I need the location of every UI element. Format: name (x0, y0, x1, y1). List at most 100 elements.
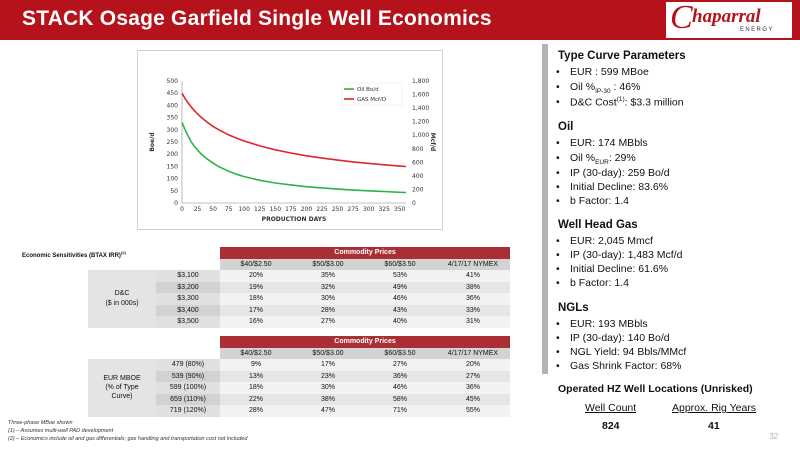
table-row-key: $3,200 (156, 281, 220, 293)
table-cell: 71% (364, 405, 436, 417)
y-right-tick-label: 1,000 (412, 132, 429, 139)
table-cell: 27% (292, 316, 364, 328)
oil-eur: EUR: 174 MBbls (556, 137, 648, 149)
oil-ip: IP (30-day): 259 Bo/d (556, 167, 670, 179)
col-header: 4/17/17 NYMEX (436, 347, 510, 359)
table-cell: 31% (436, 316, 510, 328)
table-cell: 30% (292, 293, 364, 305)
table-cell: 28% (220, 405, 292, 417)
tc-dc-cost: D&C Cost(1): $3.3 million (556, 96, 684, 109)
table-cell: 9% (220, 359, 292, 371)
x-tick-label: 275 (347, 206, 359, 213)
table-cell: 20% (220, 270, 292, 282)
table-cell: 28% (292, 304, 364, 316)
col-header: $40/$2.50 (220, 347, 292, 359)
y-left-tick-label: 450 (167, 90, 179, 97)
footnote-1: Three-phase MBoe shown (8, 420, 73, 426)
table-cell: 49% (364, 281, 436, 293)
col-header: $50/$3.00 (292, 347, 364, 359)
y-right-tick-label: 800 (412, 146, 424, 153)
rig-years-value: 41 (708, 420, 720, 432)
series-line-gas (181, 92, 407, 168)
gas-heading: Well Head Gas (558, 219, 638, 231)
table-row-key: 599 (100%) (156, 382, 220, 394)
table-cell: 27% (364, 359, 436, 371)
legend-box (341, 82, 403, 106)
tc-oil-pct: Oil %IP-30 : 46% (556, 81, 641, 95)
table-cell: 22% (220, 393, 292, 405)
table-cell: 41% (436, 270, 510, 282)
y-left-tick-label: 400 (167, 102, 179, 109)
x-tick-label: 200 (301, 206, 313, 213)
x-tick-label: 300 (363, 206, 375, 213)
logo-sub: ENERGY (740, 27, 774, 33)
y-right-tick-label: 400 (412, 173, 424, 180)
col-header: $50/$3.00 (292, 258, 364, 270)
table-cell: 58% (364, 393, 436, 405)
type-curve-heading: Type Curve Parameters (558, 50, 686, 62)
y-left-tick-label: 200 (167, 151, 179, 158)
y-left-tick-label: 500 (167, 78, 179, 85)
rig-years-header: Approx. Rig Years (672, 402, 757, 414)
page-title: STACK Osage Garfield Single Well Economi… (22, 7, 492, 30)
y-left-tick-label: 350 (167, 115, 179, 122)
x-tick-label: 125 (254, 206, 266, 213)
gas-decline: Initial Decline: 61.6% (556, 263, 668, 275)
eur-sensitivity-table: Commodity Prices $40/$2.50 $50/$3.00 $60… (88, 336, 510, 417)
y-left-tick-label: 50 (170, 188, 178, 195)
table-cell: 19% (220, 281, 292, 293)
y-left-axis-label: Boe/d (149, 132, 156, 151)
table-cell: 40% (364, 316, 436, 328)
table-row-key: $3,100 (156, 270, 220, 282)
ngl-ip: IP (30-day): 140 Bo/d (556, 332, 670, 344)
table-cell: 46% (364, 382, 436, 394)
table-row-key: $3,500 (156, 316, 220, 328)
gas-ip: IP (30-day): 1,483 Mcf/d (556, 249, 683, 261)
x-tick-label: 225 (316, 206, 328, 213)
footnote-2: (1) – Assumes multi-well PAD development (8, 428, 114, 434)
page-number: 32 (769, 432, 778, 441)
x-tick-label: 175 (285, 206, 297, 213)
x-tick-label: 0 (180, 206, 184, 213)
y-right-tick-label: 1,600 (412, 92, 429, 99)
gas-eur: EUR: 2,045 Mmcf (556, 235, 653, 247)
table-cell: 55% (436, 405, 510, 417)
y-right-tick-label: 600 (412, 159, 424, 166)
table-row-key: $3,400 (156, 304, 220, 316)
commodity-header: Commodity Prices (220, 247, 510, 259)
table-cell: 35% (292, 270, 364, 282)
table-cell: 23% (292, 370, 364, 382)
ngl-yield: NGL Yield: 94 Bbls/MMcf (556, 346, 686, 358)
x-tick-label: 350 (394, 206, 406, 213)
table-row-key: 539 (90%) (156, 370, 220, 382)
ngl-shrink: Gas Shrink Factor: 68% (556, 360, 682, 372)
table-cell: 36% (436, 293, 510, 305)
table-row-key: 479 (80%) (156, 359, 220, 371)
y-right-tick-label: 1,800 (412, 78, 429, 85)
y-left-tick-label: 0 (174, 200, 178, 207)
y-right-axis-label: Mcf/d (429, 133, 436, 152)
ngl-heading: NGLs (558, 302, 589, 314)
oil-decline: Initial Decline: 83.6% (556, 181, 668, 193)
well-count-value: 824 (602, 420, 620, 432)
x-tick-label: 325 (378, 206, 390, 213)
x-tick-label: 25 (194, 206, 202, 213)
table-cell: 27% (436, 370, 510, 382)
y-right-tick-label: 1,200 (412, 119, 429, 126)
table-cell: 46% (364, 293, 436, 305)
col-header: $60/$3.50 (364, 258, 436, 270)
vertical-divider (542, 44, 548, 374)
table-cell: 13% (220, 370, 292, 382)
table-cell: 53% (364, 270, 436, 282)
table-cell: 33% (436, 304, 510, 316)
table-cell: 36% (436, 382, 510, 394)
y-right-tick-label: 1,400 (412, 105, 429, 112)
type-curve-chart: 0 50 100 150 200 250 300 350 400 450 500 0 200 400 600… (137, 50, 443, 230)
y-left-tick-label: 250 (167, 139, 179, 146)
gas-b-factor: b Factor: 1.4 (556, 277, 629, 289)
x-tick-label: 150 (270, 206, 282, 213)
tc-eur: EUR : 599 MBoe (556, 66, 649, 78)
table-cell: 43% (364, 304, 436, 316)
y-right-tick-label: 200 (412, 186, 424, 193)
legend-label: Oil Bo/d (357, 87, 379, 93)
